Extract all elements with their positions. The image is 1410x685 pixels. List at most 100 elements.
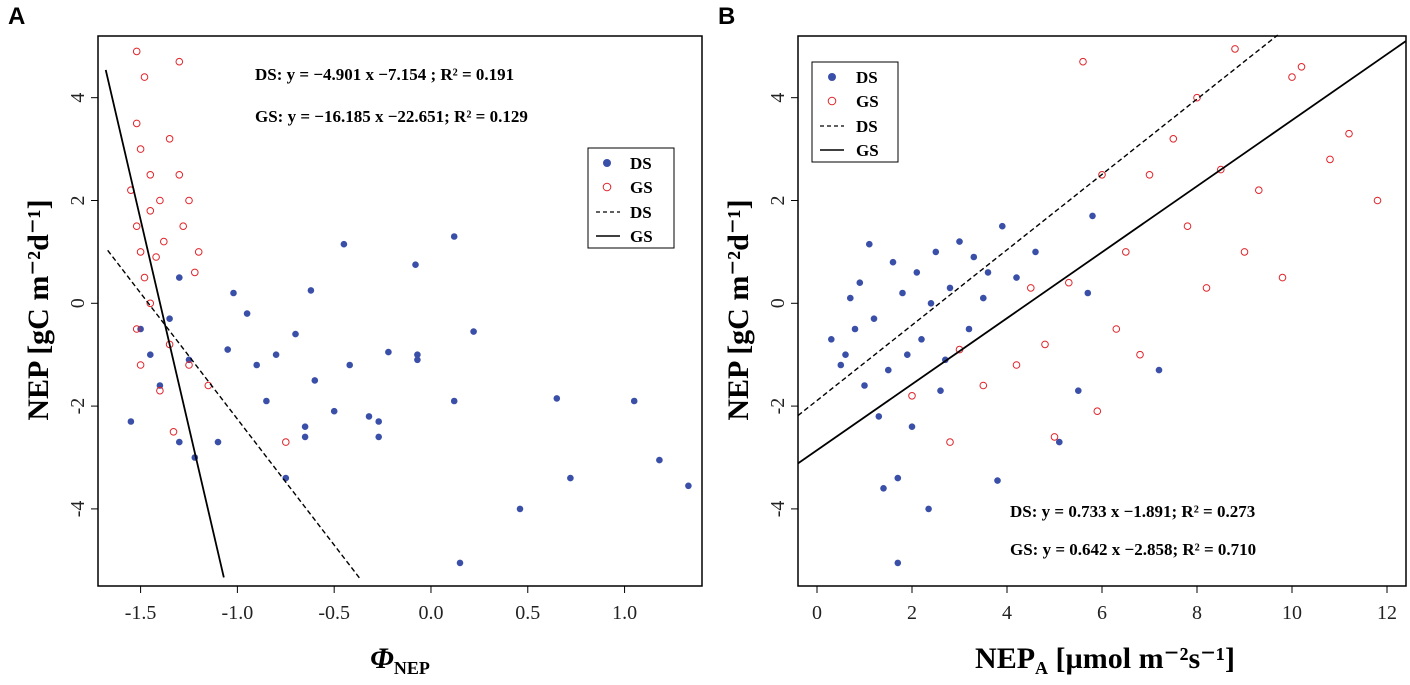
y-tick-label-a-4: 4 <box>67 93 89 103</box>
ds-point-b-33 <box>1089 212 1096 220</box>
y-tick-label-b-1: -2 <box>767 398 789 415</box>
ds-point-a-19 <box>516 505 524 513</box>
ds-point-b-17 <box>918 336 925 343</box>
ds-point-b-16 <box>913 269 921 276</box>
legend-label-gs-line-a: GS <box>630 227 653 246</box>
ds-point-a-21 <box>567 474 574 482</box>
ds-point-b-13 <box>899 289 906 297</box>
gs-point-a-16 <box>132 325 141 333</box>
ds-point-a-31 <box>253 361 260 369</box>
gs-point-b-17 <box>1041 340 1049 349</box>
x-tick-label-b-3: 6 <box>1097 602 1107 624</box>
ds-point-a-41 <box>243 310 251 317</box>
gs-fit-line-a <box>104 69 225 578</box>
x-tick-label-b-1: 2 <box>907 602 917 624</box>
ds-point-a-12 <box>365 413 373 420</box>
gs-point-a-4 <box>136 145 145 153</box>
panel-b: B 0 2 4 6 8 10 12 -4 -2 0 2 4 NEP [gC m⁻²d⁻¹] NEPA … <box>718 3 1407 678</box>
legend-label-ds-a: DS <box>630 154 652 173</box>
ds-point-a-23 <box>656 456 663 464</box>
equation-gs-a: GS: y = −16.185 x −22.651; R² = 0.129 <box>255 107 528 126</box>
ds-point-a-33 <box>230 289 237 297</box>
ds-point-a-8 <box>470 328 477 335</box>
plot-frame-a <box>97 35 703 587</box>
ds-point-b-32 <box>1084 289 1092 297</box>
gs-point-b-0 <box>1079 57 1087 66</box>
ds-point-a-11 <box>385 348 392 356</box>
gs-point-a-26 <box>191 268 199 277</box>
ds-point-a-20 <box>553 395 561 402</box>
gs-point-b-23 <box>1217 165 1225 174</box>
legend-a: DS GS DS GS <box>587 147 675 249</box>
axis-ticks-a: -1.5 -1.0 -0.5 0.0 0.5 1.0 -4 -2 0 2 4 <box>67 93 637 624</box>
ds-point-a-39 <box>156 382 164 389</box>
x-axis-main-a: Φ <box>370 642 394 675</box>
y-tick-label-a-3: 2 <box>67 195 89 205</box>
gs-point-b-13 <box>1098 171 1106 179</box>
gs-point-b-9 <box>1193 93 1201 102</box>
ds-point-a-7 <box>412 261 419 269</box>
ds-point-b-9 <box>885 366 892 374</box>
gs-point-a-8 <box>175 171 184 179</box>
panel-letter-a: A <box>8 3 25 30</box>
ds-point-b-29 <box>1032 248 1039 256</box>
gs-point-b-25 <box>1136 350 1144 359</box>
legend-marker-gs-b <box>827 96 837 106</box>
ds-point-b-20 <box>937 387 944 395</box>
ds-point-b-19 <box>932 248 940 256</box>
gs-point-b-6 <box>1326 155 1334 164</box>
ds-point-b-12 <box>894 559 902 567</box>
fit-lines-a <box>104 69 360 579</box>
gs-point-b-10 <box>1169 135 1178 143</box>
axis-ticks-b: 0 2 4 6 8 10 12 -4 -2 0 2 4 <box>767 93 1397 624</box>
ds-point-b-35 <box>842 351 849 359</box>
ds-point-a-36 <box>137 325 144 333</box>
y-axis-title-b: NEP [gC m⁻²d⁻¹] <box>722 199 755 420</box>
ds-point-a-30 <box>272 351 280 359</box>
x-axis-main-b: NEP <box>975 642 1035 675</box>
x-tick-label-b-4: 8 <box>1192 602 1202 624</box>
gs-point-b-27 <box>1027 284 1035 292</box>
gs-point-b-18 <box>1012 361 1021 369</box>
legend-label-gs-b: GS <box>856 92 879 111</box>
legend-label-ds-line-b: DS <box>856 117 878 136</box>
ds-point-b-36 <box>856 279 864 287</box>
ds-point-b-2 <box>847 294 854 302</box>
gs-point-a-18 <box>156 386 164 395</box>
gs-point-b-12 <box>1122 248 1130 256</box>
gs-point-b-14 <box>1050 433 1059 441</box>
gs-point-a-14 <box>140 273 149 282</box>
gs-point-a-1 <box>140 73 149 81</box>
ds-point-a-26 <box>346 361 354 369</box>
x-tick-label-a-2: -0.5 <box>318 602 350 624</box>
ds-point-a-9 <box>414 351 421 359</box>
equation-gs-b: GS: y = 0.642 x −2.858; R² = 0.710 <box>1010 540 1256 559</box>
legend-label-ds-b: DS <box>856 68 878 87</box>
gs-point-a-22 <box>146 207 155 215</box>
y-tick-label-b-3: 2 <box>767 195 789 205</box>
ds-point-b-6 <box>870 315 878 323</box>
gs-fit-line-b <box>797 40 1407 465</box>
gs-point-b-2 <box>1297 63 1306 71</box>
ds-point-b-24 <box>970 253 978 261</box>
gs-point-b-7 <box>1278 273 1287 282</box>
gs-point-b-22 <box>1183 222 1192 230</box>
ds-point-b-1 <box>837 361 845 369</box>
gs-point-b-24 <box>1255 186 1263 194</box>
gs-point-a-28 <box>185 361 193 369</box>
gs-point-b-21 <box>908 392 916 400</box>
gs-point-a-19 <box>169 428 178 436</box>
ds-point-b-5 <box>866 240 873 248</box>
ds-fit-line-a <box>107 249 360 579</box>
gs-point-a-12 <box>132 222 141 230</box>
y-tick-label-b-4: 4 <box>767 93 789 103</box>
panel-a: A -1.5 -1.0 -0.5 0.0 0.5 1.0 -4 -2 0 2 4 NEP [gC m… <box>8 3 703 678</box>
ds-point-a-35 <box>147 351 154 359</box>
ds-point-b-7 <box>875 413 883 420</box>
ds-point-a-18 <box>456 559 464 567</box>
ds-point-b-3 <box>851 325 859 333</box>
y-axis-title-a: NEP [gC m⁻²d⁻¹] <box>22 199 55 420</box>
gs-point-a-3 <box>132 119 141 128</box>
ds-point-b-30 <box>1056 438 1063 446</box>
